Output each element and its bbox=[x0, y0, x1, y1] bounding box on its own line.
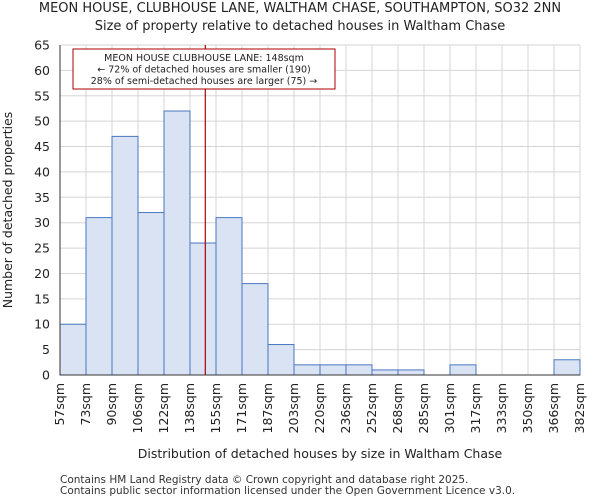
annotation-box bbox=[72, 48, 336, 90]
x-axis-label: Distribution of detached houses by size … bbox=[138, 446, 503, 461]
chart-title: MEON HOUSE, CLUBHOUSE LANE, WALTHAM CHAS… bbox=[38, 1, 562, 16]
x-tick-label: 252sqm bbox=[364, 383, 379, 433]
bar bbox=[189, 242, 217, 376]
y-tick-label: 35 bbox=[34, 190, 50, 205]
y-tick-label: 0 bbox=[42, 368, 50, 383]
annotation-line: ← 72% of detached houses are smaller (19… bbox=[97, 65, 310, 76]
bar bbox=[59, 323, 87, 376]
x-tick-label: 236sqm bbox=[338, 383, 353, 433]
y-tick-label: 30 bbox=[34, 215, 50, 230]
y-tick-labels: 0 5 10 15 20 25 30 35 40 45 50 55 60 65 bbox=[34, 38, 50, 383]
x-tick-label: 301sqm bbox=[442, 383, 457, 433]
bar bbox=[345, 364, 373, 376]
x-tick-label: 155sqm bbox=[208, 383, 223, 433]
y-tick-label: 20 bbox=[34, 266, 50, 281]
bar bbox=[111, 135, 139, 376]
x-tick-label: 220sqm bbox=[312, 383, 327, 433]
x-tick-label: 350sqm bbox=[520, 383, 535, 433]
x-tick-label: 122sqm bbox=[156, 383, 171, 433]
x-tick-label: 171sqm bbox=[234, 383, 249, 433]
x-tick-label: 90sqm bbox=[104, 383, 119, 426]
annotation-line: 28% of semi-detached houses are larger (… bbox=[91, 76, 318, 87]
x-tick-label: 138sqm bbox=[182, 383, 197, 433]
x-tick-label: 187sqm bbox=[260, 383, 275, 433]
x-tick-label: 333sqm bbox=[494, 383, 509, 433]
x-tick-label: 73sqm bbox=[78, 383, 93, 426]
axes bbox=[59, 45, 580, 376]
chart-subtitle: Size of property relative to detached ho… bbox=[94, 19, 506, 34]
bar bbox=[85, 217, 113, 376]
x-tick-labels: 57sqm 73sqm 90sqm 106sqm 122sqm 138sqm 155sqm 1… bbox=[52, 383, 587, 433]
bar bbox=[553, 359, 581, 376]
x-tick-label: 106sqm bbox=[130, 383, 145, 433]
footer-licence: Contains public sector information licen… bbox=[60, 485, 516, 497]
x-tick-label: 317sqm bbox=[468, 383, 483, 433]
bar bbox=[137, 212, 165, 376]
x-tick-label: 203sqm bbox=[286, 383, 301, 433]
y-tick-label: 15 bbox=[34, 291, 50, 306]
y-axis-label: Number of detached properties bbox=[0, 112, 15, 309]
bar bbox=[319, 364, 347, 376]
y-tick-label: 5 bbox=[42, 342, 50, 357]
y-tick-label: 25 bbox=[34, 241, 50, 256]
x-tick-label: 366sqm bbox=[546, 383, 561, 433]
y-tick-label: 60 bbox=[34, 63, 50, 78]
bar bbox=[267, 344, 295, 376]
bar bbox=[293, 364, 321, 376]
y-tick-label: 65 bbox=[34, 38, 50, 53]
x-tick-label: 285sqm bbox=[416, 383, 431, 433]
bar bbox=[449, 364, 477, 376]
y-tick-label: 45 bbox=[34, 139, 50, 154]
property-marker: MEON HOUSE CLUBHOUSE LANE: 148sqm← 72% o… bbox=[72, 45, 336, 375]
x-tick-label: 382sqm bbox=[572, 383, 587, 433]
y-tick-label: 50 bbox=[34, 114, 50, 129]
bar bbox=[241, 283, 269, 376]
bar bbox=[215, 217, 243, 376]
bar bbox=[397, 369, 425, 376]
y-tick-label: 10 bbox=[34, 317, 50, 332]
y-tick-label: 55 bbox=[34, 88, 50, 103]
bars bbox=[59, 110, 581, 376]
y-tick-label: 40 bbox=[34, 164, 50, 179]
footer-copyright: Contains HM Land Registry data © Crown c… bbox=[60, 474, 469, 486]
bar bbox=[163, 110, 191, 376]
x-tick-label: 57sqm bbox=[52, 383, 67, 426]
x-tick-label: 268sqm bbox=[390, 383, 405, 433]
annotation-line: MEON HOUSE CLUBHOUSE LANE: 148sqm bbox=[104, 53, 304, 64]
bar bbox=[371, 369, 399, 376]
